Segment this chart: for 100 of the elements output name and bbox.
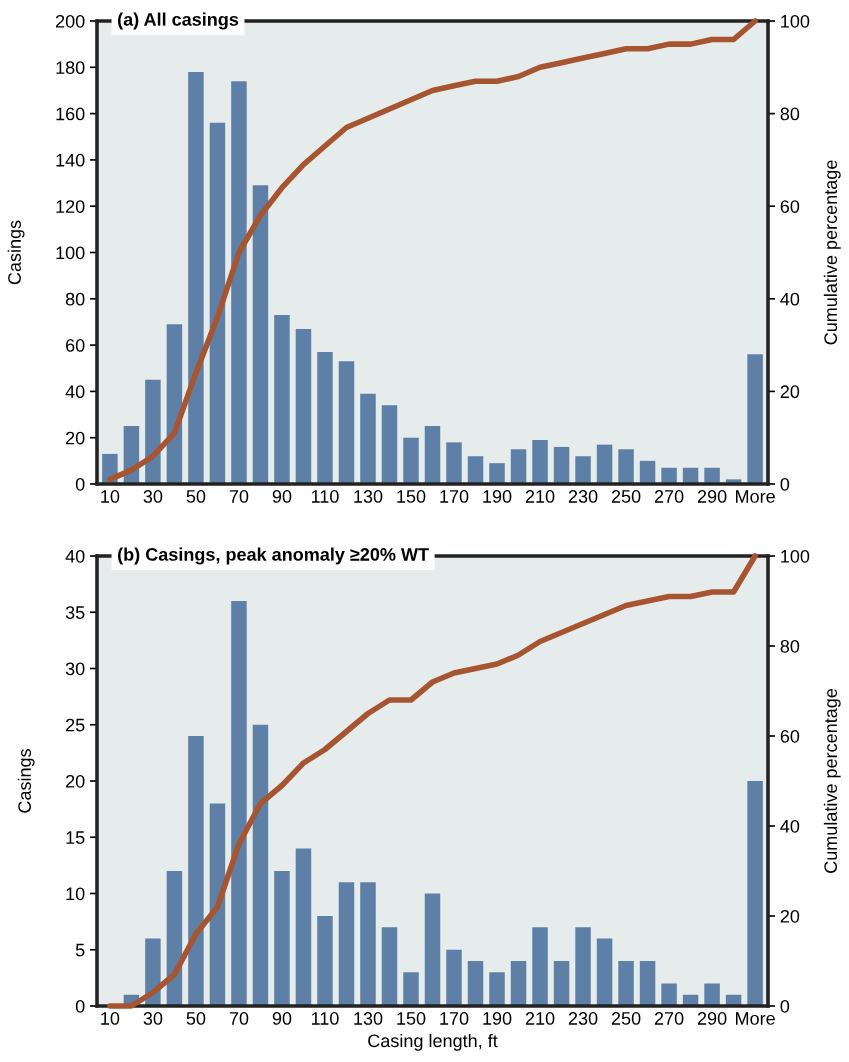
y-tick-label: 80 [65, 292, 85, 306]
y2-tick-label: 80 [780, 639, 800, 653]
y2-tick-label: 60 [780, 729, 800, 743]
x-tick-label: 170 [440, 490, 469, 503]
x-tick-label: 270 [654, 490, 684, 503]
bar [338, 882, 355, 1006]
y-tick-label: 160 [56, 107, 85, 121]
y2-tick-label: 40 [780, 819, 800, 833]
bar [489, 972, 505, 1006]
y-tick-label: 60 [66, 339, 85, 352]
y-tick-label: 0 [75, 999, 85, 1013]
bar [188, 71, 204, 484]
bar [274, 315, 290, 484]
y2-tick-label: 60 [780, 200, 800, 213]
chart-title: (b) Casings, peak anomaly ≥20% WT [118, 547, 429, 565]
y2-tick-label: 100 [781, 549, 810, 563]
bar [209, 122, 226, 484]
bar [747, 781, 763, 1006]
bar [489, 463, 505, 484]
x-axis-title: Casing length, ft [368, 1033, 498, 1051]
x-tick-label: 210 [525, 1012, 555, 1025]
bar [424, 893, 441, 1006]
bar [295, 848, 312, 1006]
x-tick-label: 90 [272, 1012, 292, 1025]
bar [317, 916, 333, 1006]
bar [403, 972, 419, 1006]
bar [317, 352, 333, 484]
bar [338, 361, 355, 484]
x-tick-label: 190 [483, 1012, 512, 1025]
y2-tick-label: 80 [780, 107, 800, 121]
bar [446, 442, 462, 484]
y2-axis-title: Cumulative percentage [823, 688, 841, 873]
x-tick-label: 110 [311, 1012, 339, 1025]
bar [553, 961, 570, 1006]
bar [231, 601, 247, 1006]
bar [403, 437, 419, 484]
x-tick-label: 70 [229, 490, 249, 503]
x-tick-label: 90 [272, 490, 292, 503]
bar [553, 446, 570, 484]
x-tick-label: 10 [101, 490, 120, 503]
y-tick-label: 20 [66, 431, 85, 445]
bar [596, 938, 613, 1006]
bar [618, 961, 634, 1006]
y2-tick-label: 40 [780, 292, 800, 306]
x-tick-label: 50 [186, 490, 206, 503]
x-tick-label: 270 [654, 1012, 684, 1025]
bar [747, 354, 763, 484]
bar [252, 185, 269, 484]
bar [510, 961, 527, 1006]
bar [424, 426, 441, 484]
y-tick-label: 15 [66, 831, 85, 844]
y-tick-label: 200 [55, 14, 85, 28]
x-tick-label: 190 [483, 490, 512, 503]
x-tick-label: More [736, 490, 775, 503]
x-tick-label: 110 [311, 490, 339, 503]
bar [661, 983, 677, 1006]
y2-axis-title: Cumulative percentage [823, 160, 841, 345]
y-tick-label: 120 [56, 200, 85, 213]
bar [575, 456, 591, 484]
bar [381, 405, 398, 484]
y-tick-label: 40 [65, 385, 85, 399]
bar [295, 328, 312, 484]
bar [618, 449, 634, 484]
x-tick-label: 290 [697, 490, 727, 503]
bar [532, 440, 548, 484]
y-tick-label: 140 [56, 153, 85, 167]
x-tick-label: 50 [186, 1012, 206, 1025]
y-tick-label: 0 [75, 477, 85, 491]
x-tick-label: 150 [397, 490, 426, 503]
y-tick-label: 35 [65, 606, 85, 619]
bar [704, 983, 720, 1006]
bar [381, 927, 398, 1006]
x-tick-label: 30 [143, 1012, 163, 1025]
x-tick-label: 30 [143, 490, 163, 503]
y-tick-label: 10 [66, 887, 85, 901]
bar [467, 961, 484, 1006]
x-tick-label: 170 [440, 1012, 469, 1025]
y-axis-title: Casings [7, 220, 25, 285]
x-tick-label: 210 [525, 490, 555, 503]
bar [274, 871, 290, 1006]
chart-title: (a) All casings [118, 12, 239, 30]
y2-tick-label: 20 [780, 385, 800, 399]
bar [596, 444, 613, 484]
bar [188, 736, 204, 1006]
bar [446, 949, 462, 1006]
y2-tick-label: 20 [780, 909, 800, 923]
x-tick-label: 230 [568, 490, 598, 503]
x-tick-label: 250 [611, 490, 641, 503]
x-tick-label: 250 [611, 1012, 641, 1025]
y-tick-label: 20 [66, 774, 85, 788]
x-tick-label: 10 [101, 1012, 120, 1025]
bar [231, 81, 247, 484]
x-tick-label: 230 [568, 1012, 598, 1025]
bar [467, 456, 484, 484]
y-tick-label: 180 [56, 61, 85, 75]
x-tick-label: More [736, 1012, 775, 1025]
bar [639, 961, 656, 1006]
bar [360, 882, 376, 1006]
bar [145, 379, 161, 484]
y-tick-label: 100 [56, 246, 85, 260]
